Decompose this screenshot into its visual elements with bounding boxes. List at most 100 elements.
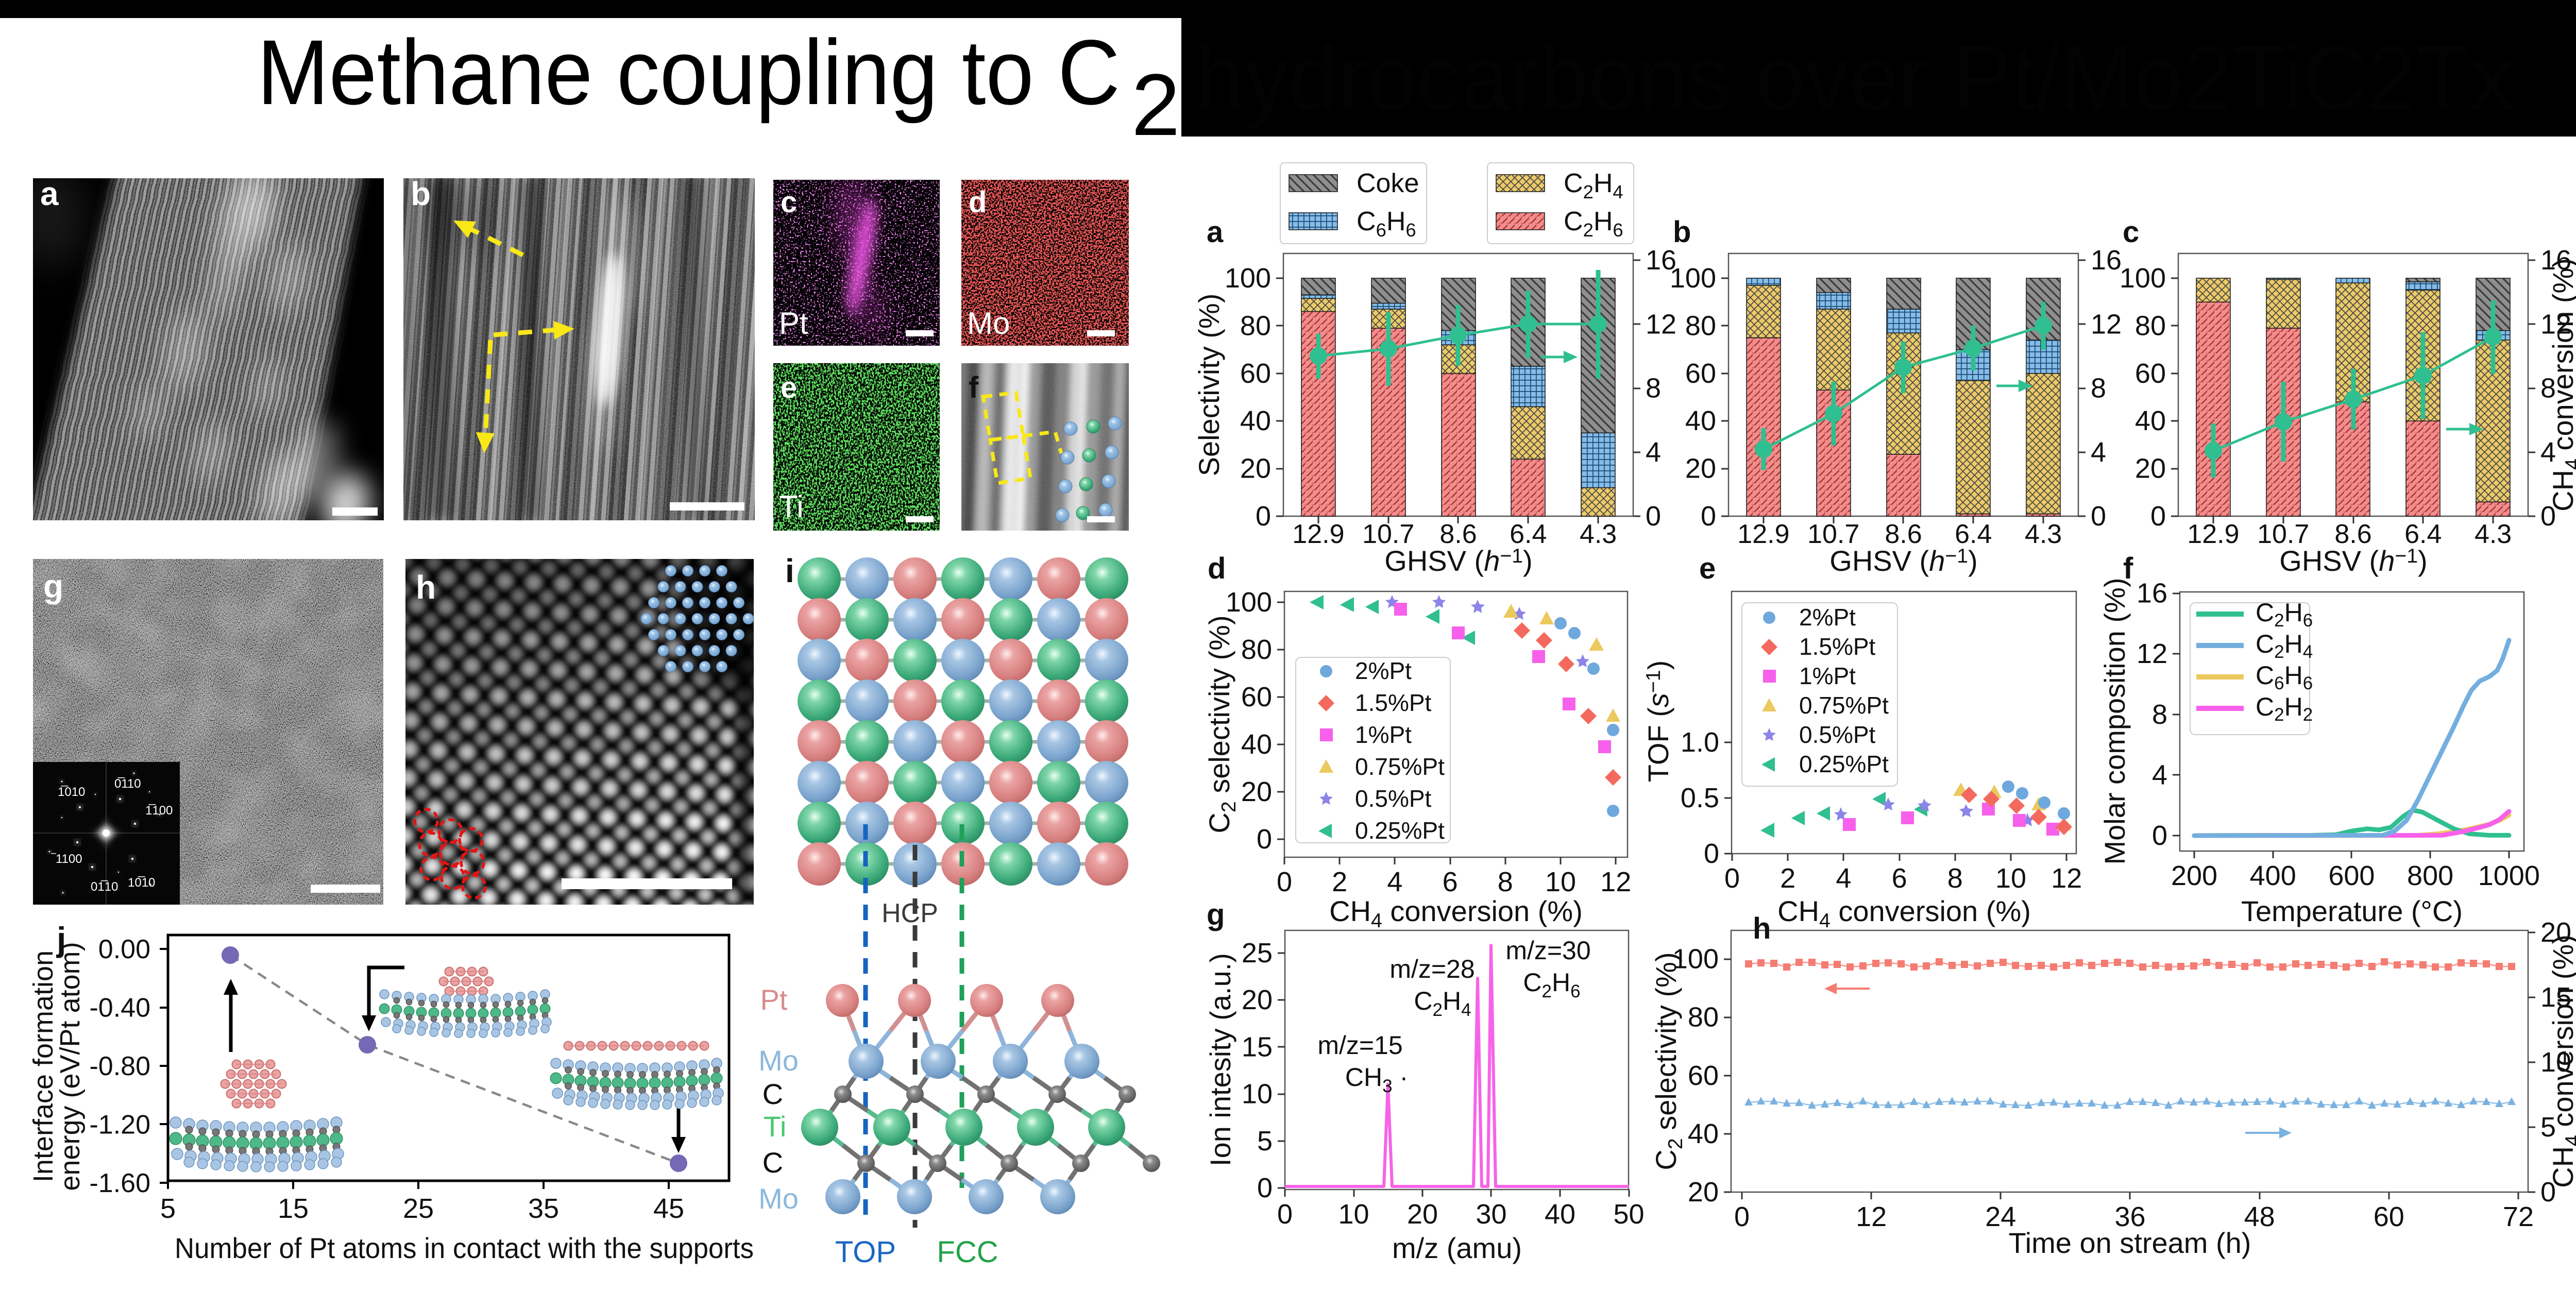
svg-text:f: f (969, 371, 979, 404)
svg-text:C: C (762, 1146, 783, 1179)
svg-text:C2H4: C2H4 (1414, 987, 1471, 1020)
svg-text:60: 60 (1240, 358, 1271, 389)
svg-text:C: C (762, 1078, 783, 1110)
svg-text:0.75%Pt: 0.75%Pt (1799, 692, 1889, 719)
svg-text:2: 2 (1780, 863, 1795, 894)
svg-text:m/z=28: m/z=28 (1389, 955, 1475, 983)
svg-text:2%Pt: 2%Pt (1799, 604, 1856, 631)
svg-text:e: e (1699, 552, 1716, 585)
svg-text:4.3: 4.3 (1580, 519, 1617, 549)
svg-text:0: 0 (1277, 867, 1292, 897)
svg-text:50: 50 (1613, 1199, 1644, 1230)
svg-text:01̅10: 01̅10 (91, 880, 118, 894)
svg-text:20: 20 (1688, 1177, 1719, 1208)
svg-text:energy (eV/Pt atom): energy (eV/Pt atom) (55, 942, 86, 1191)
svg-text:16: 16 (2091, 245, 2122, 276)
svg-text:12: 12 (2540, 309, 2571, 339)
svg-text:25: 25 (403, 1193, 434, 1224)
svg-text:4: 4 (2152, 759, 2167, 790)
svg-text:b: b (1673, 215, 1691, 249)
svg-text:1000: 1000 (2478, 860, 2540, 891)
svg-text:200: 200 (2171, 860, 2217, 891)
svg-text:8: 8 (1646, 373, 1661, 404)
svg-text:hydrocarbons over Pt/Mo2TiC2Tx: hydrocarbons over Pt/Mo2TiC2Tx (1195, 26, 2514, 129)
svg-text:0: 0 (1724, 863, 1740, 894)
svg-text:d: d (969, 185, 987, 219)
svg-text:12.9: 12.9 (1737, 519, 1789, 549)
svg-text:-1.20: -1.20 (89, 1110, 150, 1140)
svg-text:5: 5 (160, 1193, 176, 1224)
svg-text:8: 8 (1947, 863, 1963, 894)
svg-text:60: 60 (2135, 358, 2166, 389)
svg-text:HCP: HCP (882, 898, 938, 928)
svg-text:0: 0 (2540, 1177, 2556, 1208)
svg-text:6: 6 (1892, 863, 1907, 894)
svg-text:40: 40 (2135, 405, 2166, 436)
svg-text:80: 80 (1688, 1002, 1719, 1033)
svg-text:Pt: Pt (760, 983, 788, 1016)
svg-text:-0.40: -0.40 (89, 993, 150, 1023)
svg-text:25: 25 (1242, 938, 1273, 969)
svg-text:20: 20 (1407, 1199, 1438, 1230)
svg-text:2%Pt: 2%Pt (1355, 657, 1412, 684)
svg-text:0: 0 (1704, 838, 1719, 869)
svg-text:6: 6 (1443, 867, 1458, 897)
svg-text:Number of Pt atoms in contact: Number of Pt atoms in contact with the s… (175, 1232, 754, 1264)
svg-text:b: b (411, 175, 431, 212)
svg-text:Selectivity (%): Selectivity (%) (1193, 294, 1225, 477)
svg-text:0: 0 (1256, 501, 1271, 532)
svg-text:40: 40 (1241, 729, 1272, 760)
svg-text:0: 0 (1734, 1201, 1750, 1232)
svg-text:4.3: 4.3 (2025, 519, 2062, 549)
svg-text:C2 selectivity (%): C2 selectivity (%) (1650, 952, 1687, 1170)
svg-text:4: 4 (1646, 437, 1661, 468)
svg-text:d: d (1208, 552, 1226, 585)
svg-text:4: 4 (2540, 437, 2556, 468)
svg-text:60: 60 (1241, 682, 1272, 712)
svg-text:10: 10 (1338, 1199, 1369, 1230)
svg-text:12.9: 12.9 (2187, 519, 2239, 549)
svg-text:10: 10 (2540, 1047, 2571, 1078)
svg-text:Time on stream (h): Time on stream (h) (2009, 1227, 2251, 1259)
svg-text:0.75%Pt: 0.75%Pt (1355, 753, 1445, 780)
svg-text:12: 12 (1646, 309, 1676, 339)
svg-text:Ti: Ti (764, 1110, 787, 1143)
svg-text:0: 0 (1646, 501, 1661, 532)
svg-text:12.9: 12.9 (1292, 519, 1344, 549)
svg-text:4: 4 (2091, 437, 2106, 468)
svg-text:6.4: 6.4 (1510, 519, 1547, 549)
svg-text:24: 24 (1985, 1201, 2016, 1232)
svg-text:40: 40 (1240, 405, 1271, 436)
svg-text:20: 20 (1241, 776, 1272, 807)
svg-text:0.5: 0.5 (1681, 783, 1719, 813)
svg-text:45: 45 (653, 1193, 684, 1224)
svg-text:8: 8 (2091, 373, 2106, 404)
svg-text:10: 10 (1995, 863, 2026, 894)
svg-text:12: 12 (2091, 309, 2122, 339)
svg-text:g: g (1207, 898, 1225, 931)
svg-text:4: 4 (1387, 867, 1402, 897)
svg-text:10: 10 (1545, 867, 1576, 897)
svg-text:4: 4 (1836, 863, 1851, 894)
svg-text:16: 16 (2540, 245, 2571, 276)
svg-text:1.5%Pt: 1.5%Pt (1355, 689, 1432, 716)
svg-text:0: 0 (2091, 501, 2106, 532)
svg-text:GHSV (h−1): GHSV (h−1) (2279, 545, 2427, 577)
svg-text:80: 80 (1685, 310, 1716, 341)
svg-text:60: 60 (1688, 1060, 1719, 1091)
svg-text:1.0: 1.0 (1681, 727, 1719, 758)
svg-text:Coke: Coke (1357, 168, 1419, 198)
svg-text:12: 12 (1600, 867, 1631, 897)
svg-text:Ti: Ti (779, 489, 804, 524)
svg-text:8: 8 (2152, 699, 2167, 730)
svg-text:20: 20 (1242, 984, 1273, 1015)
svg-text:Mo: Mo (758, 1182, 799, 1215)
svg-text:80: 80 (1240, 310, 1271, 341)
svg-text:15: 15 (2540, 982, 2571, 1013)
svg-text:1̅010: 1̅010 (58, 785, 85, 799)
svg-text:CH4 conversion (%): CH4 conversion (%) (1777, 895, 2031, 932)
svg-text:80: 80 (2135, 310, 2166, 341)
svg-text:2: 2 (1131, 56, 1180, 154)
svg-text:C2H6: C2H6 (1523, 968, 1580, 1001)
svg-text:100: 100 (1225, 263, 1271, 294)
